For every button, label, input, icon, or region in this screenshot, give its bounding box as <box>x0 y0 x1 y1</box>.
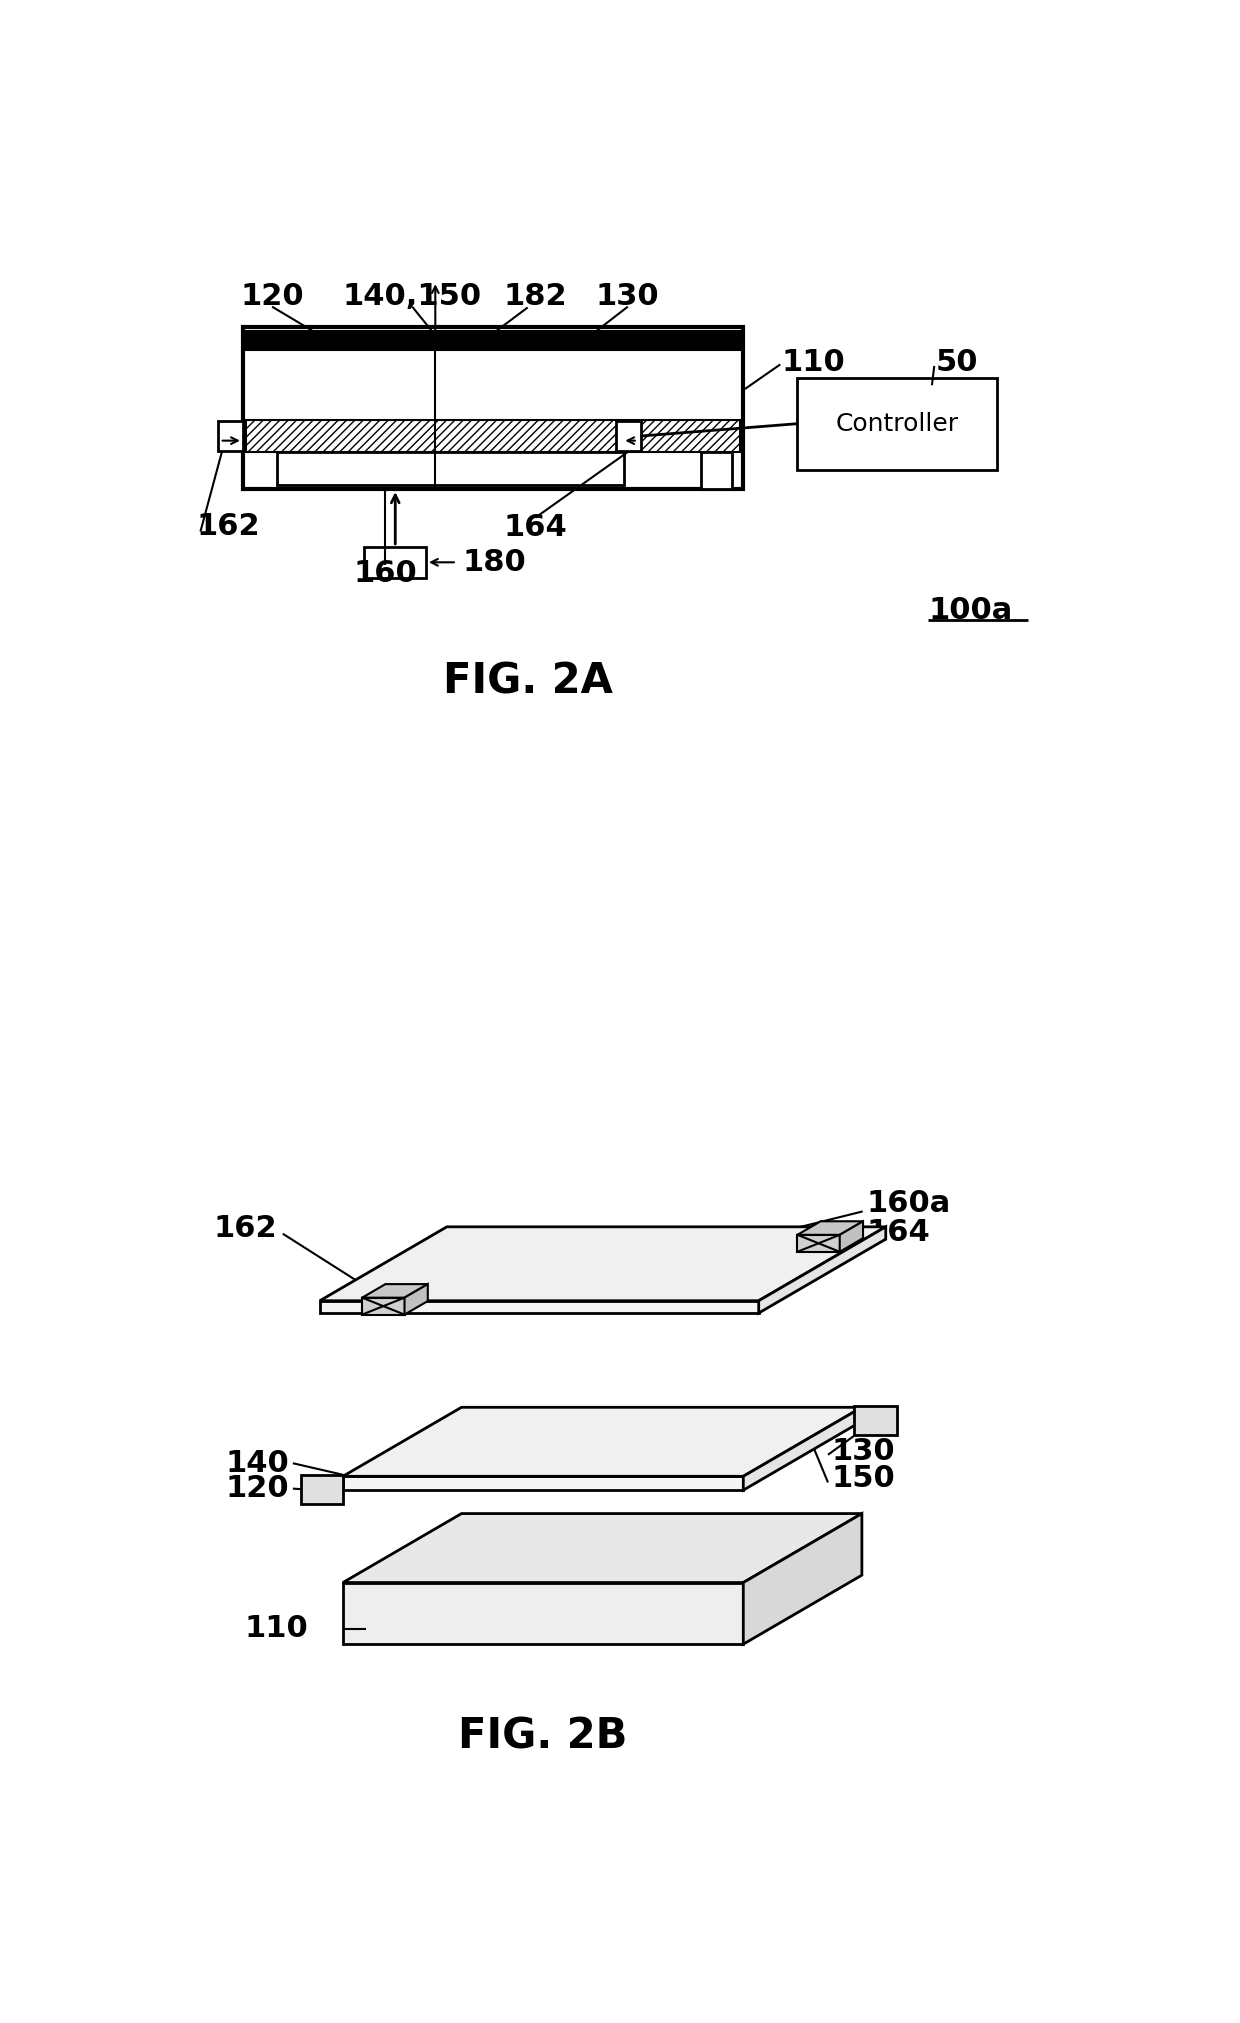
Text: 50: 50 <box>936 348 978 376</box>
Polygon shape <box>343 1477 743 1491</box>
Polygon shape <box>839 1222 863 1252</box>
Text: 110: 110 <box>781 348 846 376</box>
Text: 160: 160 <box>353 560 417 589</box>
Bar <box>246 421 740 453</box>
Text: 162: 162 <box>213 1214 278 1242</box>
Text: 120: 120 <box>241 281 304 312</box>
Text: FIG. 2B: FIG. 2B <box>459 1716 627 1758</box>
Text: 180: 180 <box>463 548 526 577</box>
Polygon shape <box>343 1408 862 1477</box>
Polygon shape <box>343 1513 862 1582</box>
Text: 130: 130 <box>832 1436 895 1467</box>
Polygon shape <box>343 1582 743 1645</box>
Text: 164: 164 <box>867 1218 930 1246</box>
Polygon shape <box>404 1285 428 1315</box>
Polygon shape <box>797 1222 863 1234</box>
Text: 164: 164 <box>503 514 567 542</box>
Polygon shape <box>759 1226 885 1313</box>
Text: 160a: 160a <box>867 1190 951 1218</box>
Bar <box>246 330 740 350</box>
Text: 120: 120 <box>226 1475 289 1503</box>
Text: 110: 110 <box>244 1614 309 1643</box>
Bar <box>300 1475 343 1503</box>
Text: 140: 140 <box>226 1448 289 1477</box>
Text: FIG. 2A: FIG. 2A <box>443 662 613 702</box>
Text: 162: 162 <box>197 512 260 540</box>
Bar <box>854 1406 897 1434</box>
Bar <box>278 453 624 486</box>
Bar <box>616 421 641 451</box>
Polygon shape <box>743 1408 862 1491</box>
Bar <box>797 378 997 469</box>
Polygon shape <box>797 1234 839 1252</box>
Bar <box>365 546 427 579</box>
Text: 140,150: 140,150 <box>342 281 482 312</box>
Polygon shape <box>320 1301 759 1313</box>
Bar <box>218 421 243 451</box>
Text: 150: 150 <box>832 1465 895 1493</box>
Polygon shape <box>362 1297 404 1315</box>
Text: Controller: Controller <box>836 413 959 435</box>
Polygon shape <box>362 1285 428 1297</box>
Bar <box>701 453 732 490</box>
Bar <box>243 328 743 490</box>
Polygon shape <box>320 1226 885 1301</box>
Text: 130: 130 <box>596 281 660 312</box>
Polygon shape <box>743 1513 862 1645</box>
Text: 100a: 100a <box>928 597 1012 625</box>
Text: 182: 182 <box>503 281 567 312</box>
